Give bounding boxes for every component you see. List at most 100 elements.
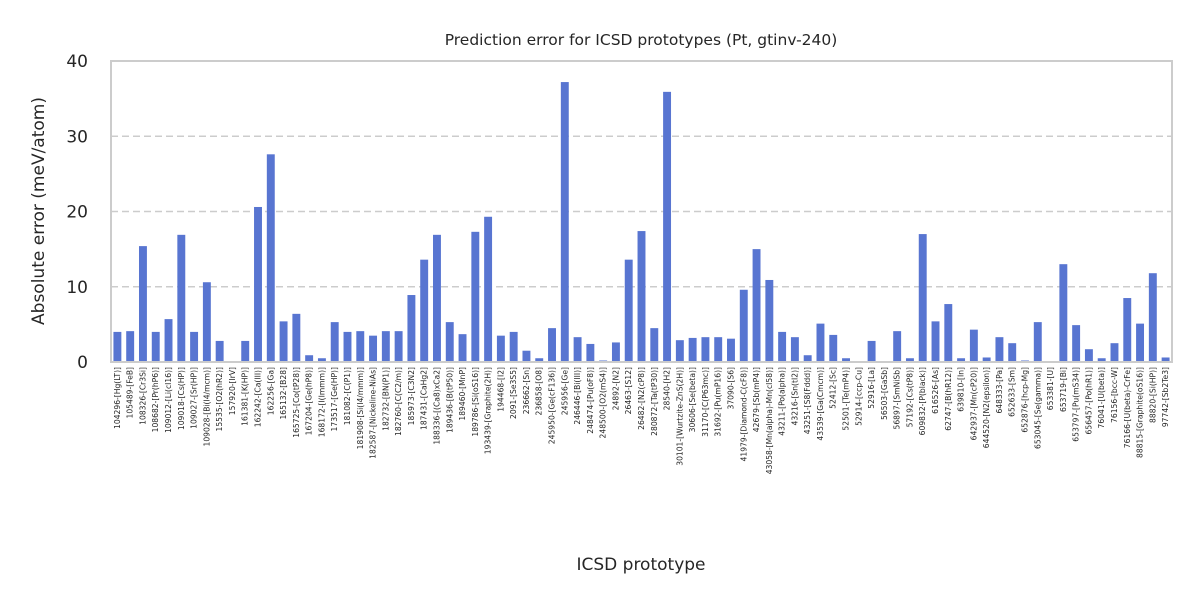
x-tick-label: 644520-[N2(epsilon)]	[982, 367, 991, 448]
bar	[1033, 322, 1042, 362]
x-tick-label: 653797-[Pu(mS34)]	[1072, 367, 1081, 442]
bar	[202, 282, 211, 362]
bar	[714, 337, 723, 362]
x-tick-label: 157920-[IrV]	[228, 367, 237, 415]
y-tick-labels: 0 10 20 30 40	[66, 52, 88, 373]
x-tick-label: 26463-[S12]	[624, 367, 633, 414]
bar	[1110, 343, 1119, 362]
bar	[1123, 298, 1132, 362]
bar	[279, 321, 288, 362]
bar	[548, 328, 556, 362]
x-tick-label: 104296-[Hg(LT)]	[113, 367, 122, 429]
y-tick-label: 20	[66, 203, 88, 223]
bar	[305, 355, 314, 362]
bar	[496, 335, 505, 362]
x-tick-label: 181082-[C(P1)]	[343, 367, 352, 425]
bar	[778, 331, 787, 362]
x-tick-label: 246446-[Bi(III)]	[573, 367, 582, 425]
bar	[1008, 343, 1017, 362]
bar	[573, 337, 582, 362]
x-tick-labels: 104296-[Hg(LT)] 105489-[FeB] 108326-[Cr3Si…	[113, 367, 1170, 474]
bar	[241, 340, 250, 362]
bar	[369, 335, 378, 362]
bar	[1161, 357, 1170, 362]
x-tick-label: 173517-[Ge(HP)]	[330, 367, 339, 431]
bar	[560, 82, 569, 362]
x-tick-label: 43251-[S8(Fddd)]	[803, 367, 812, 434]
x-tick-label: 30606-[Se(beta)]	[688, 367, 697, 432]
x-tick-label: 609832-[P(black)]	[918, 367, 927, 435]
x-tick-label: 30101-[Wurtzite-ZnS(2H)]	[675, 367, 684, 466]
bar	[126, 331, 135, 362]
x-tick-label: 31170-[C(P63mc)]	[701, 367, 710, 437]
bar	[164, 319, 173, 362]
bar	[982, 357, 991, 362]
x-tick-label: 167204-[Ge(hP8)]	[305, 367, 314, 435]
bar	[905, 358, 914, 362]
bar	[637, 231, 646, 362]
x-tick-label: 43216-[Sn(tI2)]	[790, 367, 799, 425]
bar	[484, 216, 493, 362]
x-tick-label: 194468-[I2]	[496, 367, 505, 412]
bar	[918, 234, 927, 362]
x-tick-label: 37090-[S6]	[726, 367, 735, 410]
x-tick-label: 280872-[Ta(tP30)]	[650, 367, 659, 436]
bar	[394, 331, 403, 362]
bar	[343, 331, 352, 362]
x-tick-label: 236858-[O8]	[535, 367, 544, 415]
x-tick-label: 108682-[Pr(hP6)]	[151, 367, 160, 432]
x-axis-label: ICSD prototype	[576, 555, 705, 575]
bar	[663, 91, 672, 362]
x-tick-label: 56897-[SmNiSb]	[893, 367, 902, 430]
bar	[254, 206, 262, 362]
x-tick-label: 652876-[hcp-Mg]	[1020, 367, 1029, 433]
y-tick-label: 10	[66, 278, 88, 298]
bar	[1097, 358, 1106, 362]
bar	[113, 331, 122, 362]
x-tick-label: 616526-[As]	[931, 367, 940, 414]
bar	[1148, 273, 1157, 362]
bar	[957, 358, 966, 362]
bar	[356, 331, 365, 362]
x-tick-label: 189460-[MnP]	[458, 367, 467, 421]
bar	[842, 358, 850, 362]
x-tick-label: 648333-[Pa]	[995, 367, 1004, 414]
bar	[509, 331, 518, 362]
bar	[471, 231, 480, 362]
bar	[1136, 323, 1145, 362]
bar	[317, 358, 326, 362]
bar	[739, 289, 748, 362]
bar	[829, 334, 838, 362]
x-tick-label: 656457-[Po(hR1)]	[1084, 367, 1093, 434]
x-tick-label: 181908-[Si(I4/mmm)]	[356, 367, 365, 449]
x-tick-label: 653381-[U]	[1046, 367, 1055, 410]
bar	[727, 338, 735, 362]
x-tick-label: 52412-[Sc]	[829, 367, 838, 409]
bar	[701, 337, 710, 362]
bar	[215, 340, 224, 362]
bar	[266, 154, 275, 362]
x-tick-label: 88815-[Graphite(oS16)]	[1136, 367, 1145, 458]
x-tick-label: 105489-[FeB]	[126, 367, 135, 419]
x-tick-label: 182732-[BN(P1)]	[381, 367, 390, 431]
x-tick-label: 109012-[Li(cI16)]	[164, 367, 173, 433]
x-tick-label: 43539-[Ga(Cmcm)]	[816, 367, 825, 441]
bar	[650, 328, 659, 362]
bar	[1072, 325, 1081, 362]
bar	[138, 246, 147, 362]
x-tick-label: 109027-[Sr(HP)]	[190, 367, 199, 429]
x-tick-label: 653719-[Bi]	[1059, 367, 1068, 412]
x-tick-label: 42679-[Sb(mP4)]	[752, 367, 761, 432]
x-tick-label: 248474-[Pu(oF8)]	[586, 367, 595, 434]
x-tick-label: 52501-[Te(mP4)]	[842, 367, 851, 431]
x-tick-label: 188336-[(Ca8)xCa2]	[432, 367, 441, 445]
bar	[675, 340, 684, 362]
y-tick-label: 40	[66, 52, 88, 72]
x-tick-label: 62747-[B(hR12)]	[944, 367, 953, 431]
bar	[1084, 349, 1093, 362]
bars	[113, 82, 1170, 362]
bar	[190, 331, 199, 362]
bar	[458, 334, 467, 362]
x-tick-label: 31692-[Pu(mP16)]	[714, 367, 723, 437]
x-tick-label: 57192-[Cs(tP8)]	[905, 367, 914, 427]
